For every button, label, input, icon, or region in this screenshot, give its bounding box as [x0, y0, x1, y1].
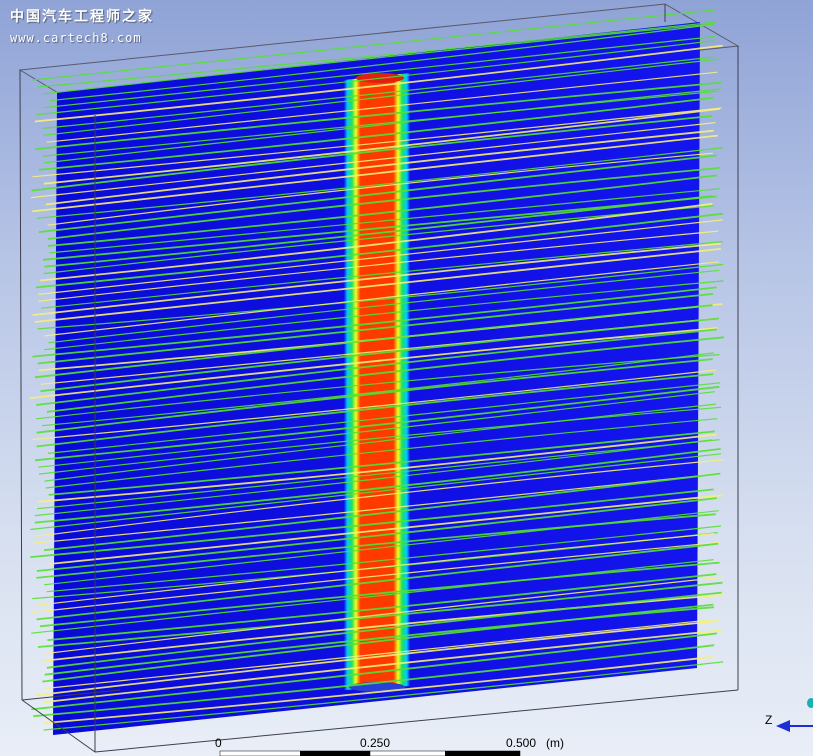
streamline	[30, 488, 714, 558]
scale-label-500: 0.500	[506, 736, 537, 750]
streamline	[49, 494, 723, 565]
streamline	[38, 433, 717, 503]
streamline	[42, 90, 719, 157]
streamline	[34, 44, 723, 123]
streamline	[31, 632, 718, 711]
streamline	[42, 603, 714, 683]
streamline	[36, 439, 720, 510]
streamline	[44, 403, 716, 482]
streamline	[37, 263, 724, 330]
streamline	[43, 23, 714, 95]
streamline	[35, 620, 720, 697]
streamline	[43, 205, 715, 275]
streamline	[38, 21, 716, 88]
streamline	[47, 382, 721, 454]
streamline	[41, 241, 723, 309]
streamline	[32, 134, 718, 213]
streamline	[47, 174, 718, 247]
streamline	[38, 97, 714, 171]
streamline	[35, 385, 720, 462]
streamline	[45, 129, 714, 206]
streamline	[32, 242, 721, 316]
streamline	[32, 9, 715, 81]
streamline	[36, 40, 714, 116]
streamline	[48, 430, 715, 496]
streamline	[35, 459, 725, 537]
streamline	[46, 336, 725, 413]
streamline	[47, 152, 714, 226]
streamline	[47, 573, 717, 641]
streamline	[43, 35, 716, 109]
streamline	[44, 280, 724, 351]
streamline	[34, 439, 713, 517]
streamline	[36, 542, 719, 621]
streamline	[35, 81, 722, 150]
streamline	[31, 369, 717, 441]
streamline	[45, 418, 718, 489]
streamline	[43, 108, 721, 185]
axis-z-label: Z	[765, 713, 773, 727]
watermark-title: 中国汽车工程师之家	[10, 9, 154, 25]
streamline	[36, 373, 714, 448]
streamline	[32, 286, 717, 358]
streamline	[44, 195, 713, 268]
streamline	[38, 391, 715, 468]
streamline	[43, 58, 720, 136]
scale-label-0: 0	[215, 736, 222, 750]
streamline	[40, 317, 719, 393]
streamline	[34, 248, 721, 323]
streamline	[36, 147, 724, 219]
streamline	[33, 644, 715, 718]
streamline	[34, 448, 721, 524]
streamline	[34, 533, 715, 607]
streamline	[42, 56, 714, 129]
streamline	[46, 525, 722, 593]
streamline	[44, 510, 719, 586]
streamline	[43, 629, 723, 704]
streamline	[30, 122, 716, 199]
bounding-box-front	[19, 4, 739, 753]
streamline	[38, 154, 717, 233]
streamline	[43, 655, 714, 724]
streamline	[29, 327, 718, 399]
streamline	[36, 212, 723, 289]
streamline	[43, 661, 724, 731]
streamline	[37, 581, 723, 648]
streamline	[32, 107, 722, 178]
streamline	[41, 352, 714, 427]
streamline	[39, 406, 722, 475]
streamline	[44, 472, 721, 552]
streamline	[42, 576, 724, 655]
streamline	[39, 561, 720, 628]
scale-label-unit: (m)	[546, 736, 564, 750]
streamline	[32, 541, 721, 613]
streamline	[32, 473, 716, 544]
streamline	[34, 304, 713, 379]
streamline	[46, 71, 718, 143]
streamlines	[29, 9, 725, 731]
scale-label-250: 0.250	[360, 736, 391, 750]
streamline	[44, 261, 720, 337]
streamline	[35, 328, 718, 406]
scale-bar	[219, 750, 521, 756]
streamline	[45, 618, 717, 690]
streamline	[36, 513, 716, 579]
streamline	[46, 591, 722, 669]
streamline	[48, 269, 720, 344]
streamline	[31, 115, 713, 192]
watermark-url: www.cartech8.com	[10, 31, 142, 45]
axis-triad	[776, 698, 813, 732]
streamline	[36, 497, 717, 572]
streamline	[43, 88, 721, 164]
streamline	[36, 358, 713, 434]
streamline	[49, 23, 714, 102]
streamline	[40, 202, 713, 282]
streamline	[47, 167, 721, 240]
streamline	[37, 293, 714, 365]
streamline	[36, 354, 720, 420]
streamline	[37, 230, 719, 302]
